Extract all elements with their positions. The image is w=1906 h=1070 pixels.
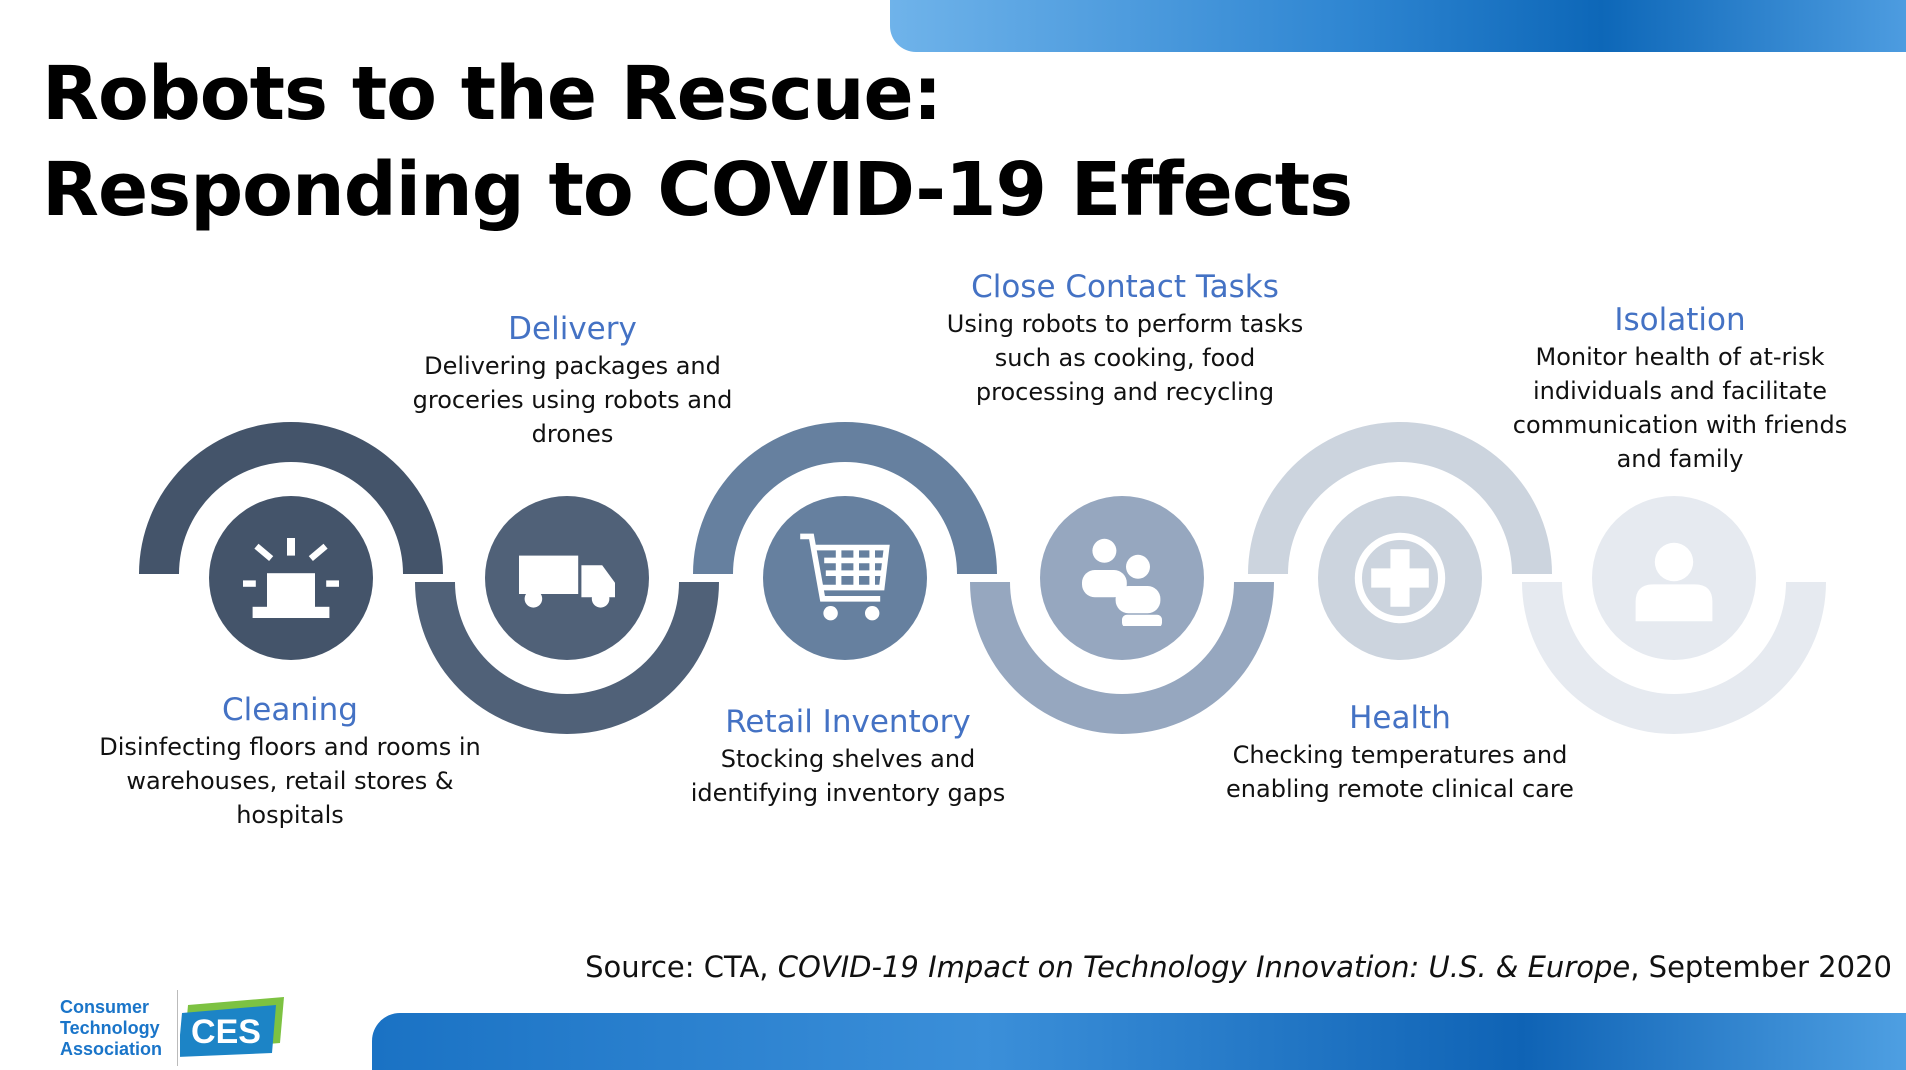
step-health-title: Health <box>1349 700 1451 736</box>
step-health-description: Checking temperatures and enabling remot… <box>1226 741 1574 803</box>
flow-arc-delivery <box>415 582 719 734</box>
step-badge-cleaning <box>209 496 373 660</box>
step-badge-health <box>1318 496 1482 660</box>
source-prefix: Source: CTA, <box>585 950 778 984</box>
flow-arc-cleaning <box>139 422 443 574</box>
flow-arc-retail <box>693 422 997 574</box>
step-close-contact-title: Close Contact Tasks <box>971 269 1279 305</box>
logo-divider <box>177 990 178 1066</box>
step-delivery-description: Delivering packages and groceries using … <box>412 352 733 448</box>
ces-logo-shape-blue <box>180 1005 276 1057</box>
step-badge-delivery <box>485 496 649 660</box>
step-cleaning-title: Cleaning <box>222 692 358 728</box>
step-isolation-description: Monitor health of at-risk individuals an… <box>1512 343 1848 473</box>
ces-logo: CES <box>180 997 284 1057</box>
step-retail-description: Stocking shelves and identifying invento… <box>690 745 1006 807</box>
step-cleaning-description: Disinfecting floors and rooms in warehou… <box>99 733 481 829</box>
step-badge-retail <box>763 496 927 660</box>
title-line-1: Robots to the Rescue: <box>42 51 942 137</box>
cta-logo: Consumer Technology Association <box>60 997 162 1060</box>
step-delivery-title: Delivery <box>508 311 637 347</box>
cta-logo-line-3: Association <box>60 1039 163 1059</box>
step-close-contact: Close Contact Tasks Using robots to perf… <box>940 267 1310 409</box>
cta-logo-line-2: Technology <box>60 1018 160 1038</box>
step-health: Health Checking temperatures and enablin… <box>1215 698 1585 806</box>
top-decorative-band <box>890 0 1906 52</box>
step-retail-title: Retail Inventory <box>725 704 971 740</box>
step-isolation-title: Isolation <box>1614 302 1746 338</box>
step-cleaning: Cleaning Disinfecting floors and rooms i… <box>90 690 490 832</box>
step-delivery: Delivery Delivering packages and groceri… <box>405 309 740 451</box>
cta-logo-line-1: Consumer <box>60 997 150 1017</box>
source-suffix: , September 2020 <box>1630 950 1892 984</box>
step-badge-circle-retail <box>763 496 927 660</box>
source-report-title: COVID-19 Impact on Technology Innovation… <box>777 950 1631 984</box>
flow-arc-health <box>1248 422 1552 574</box>
ces-logo-text: CES <box>191 1013 261 1051</box>
flow-arc-close-contact <box>970 582 1274 734</box>
source-citation: Source: CTA, COVID-19 Impact on Technolo… <box>585 950 1892 984</box>
title-line-2: Responding to COVID-19 Effects <box>42 147 1353 233</box>
step-close-contact-description: Using robots to perform tasks such as co… <box>946 310 1304 406</box>
step-badge-isolation <box>1592 496 1756 660</box>
bottom-decorative-band <box>372 1013 1906 1070</box>
step-isolation: Isolation Monitor health of at-risk indi… <box>1500 300 1860 476</box>
step-retail-inventory: Retail Inventory Stocking shelves and id… <box>668 702 1028 810</box>
flow-arc-isolation <box>1522 582 1826 734</box>
step-badge-close-contact <box>1040 496 1204 660</box>
slide-title: Robots to the Rescue: Responding to COVI… <box>42 46 1353 238</box>
